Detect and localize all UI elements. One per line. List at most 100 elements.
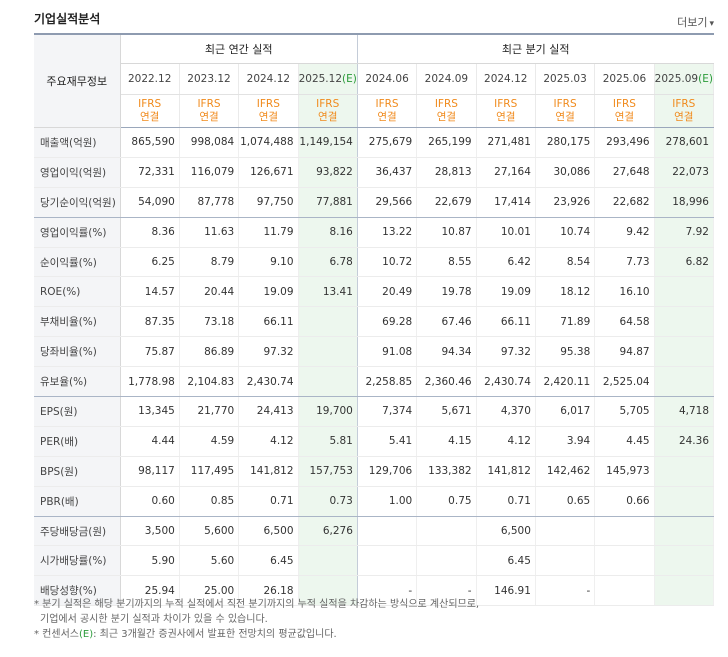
ifrs-label: IFRS [494, 98, 518, 110]
table-cell [416, 545, 477, 577]
table-row: PER(배) 4.44 4.59 4.12 5.81 5.41 4.15 4.12 3.94 4.… [34, 426, 715, 457]
table-row: ROE(%) 14.57 20.44 19.09 13.41 20.49 19.78 19.0… [34, 276, 715, 308]
table-cell: 23,926 [535, 187, 596, 218]
footnote-2-text: : 최근 3개월간 증권사에서 발표한 전망치의 평균값입니다. [93, 629, 337, 640]
table-cell: 145,973 [594, 456, 655, 487]
ifrs-header: IFRS 연결 [654, 94, 715, 128]
table-cell: 4.12 [476, 426, 536, 457]
table-cell: 126,671 [238, 157, 299, 188]
table-cell: 95.38 [535, 336, 596, 368]
ifrs-header: IFRS 연결 [298, 94, 358, 128]
table-cell: 0.85 [179, 486, 240, 517]
period-header: 2025.09(E) [654, 63, 715, 95]
table-cell: 10.74 [535, 217, 596, 248]
table-cell: 24.36 [654, 426, 715, 457]
table-cell: 94.87 [594, 336, 655, 368]
table-cell [594, 516, 655, 547]
table-cell [298, 336, 358, 368]
table-cell: 17,414 [476, 187, 536, 218]
table-cell: 116,079 [179, 157, 240, 188]
more-label: 더보기 [677, 16, 708, 29]
table-cell: 4.15 [416, 426, 477, 457]
ifrs-label: IFRS [197, 98, 221, 110]
table-cell: 6.45 [238, 545, 299, 577]
table-row: 영업이익(억원) 72,331 116,079 126,671 93,822 36,437… [34, 157, 715, 188]
table-cell: - [357, 575, 418, 607]
table-cell: 117,495 [179, 456, 240, 487]
table-cell: 1,149,154 [298, 127, 358, 158]
consolidated-label: 연결 [318, 111, 338, 123]
consolidated-label: 연결 [496, 111, 516, 123]
table-cell: 10.01 [476, 217, 536, 248]
table-cell: 25.94 [120, 575, 180, 607]
table-cell: - [535, 575, 596, 607]
table-cell: 6.25 [120, 247, 180, 278]
table-row: 당기순이익(억원) 54,090 87,778 97,750 77,881 29,566 2… [34, 187, 715, 218]
period-year: 2025.09 [654, 73, 699, 85]
table-cell [654, 575, 715, 607]
table-cell: 8.55 [416, 247, 477, 278]
period-year: 2025.06 [602, 73, 647, 85]
table-cell: 18.12 [535, 276, 596, 308]
table-cell [654, 486, 715, 517]
table-cell: 5,671 [416, 396, 477, 427]
consolidated-label: 연결 [140, 111, 160, 123]
table-cell: 6.82 [654, 247, 715, 278]
ifrs-header: IFRS 연결 [416, 94, 477, 128]
financial-table: 주요재무정보 최근 연간 실적 최근 분기 실적 2022.12 2023.12 2… [34, 33, 715, 607]
table-cell: 0.65 [535, 486, 596, 517]
row-label: 당기순이익(억원) [34, 187, 121, 218]
period-year: 2023.12 [187, 73, 231, 85]
table-cell: 8.79 [179, 247, 240, 278]
table-cell [357, 545, 418, 577]
table-cell: 13.22 [357, 217, 418, 248]
table-cell: 4.12 [238, 426, 299, 457]
table-cell: 133,382 [416, 456, 477, 487]
table-cell: 16.10 [594, 276, 655, 308]
table-cell: 6,276 [298, 516, 358, 547]
table-cell: 275,679 [357, 127, 418, 158]
table-cell: 4.44 [120, 426, 180, 457]
table-cell: 69.28 [357, 306, 418, 338]
quarter-group-header: 최근 분기 실적 [357, 33, 714, 64]
footnote-2-prefix: * 컨센서스 [34, 629, 79, 640]
table-cell: 141,812 [238, 456, 299, 487]
table-cell: 28,813 [416, 157, 477, 188]
table-cell: 14.57 [120, 276, 180, 308]
period-header: 2024.12 [238, 63, 299, 95]
table-cell: 27,648 [594, 157, 655, 188]
table-cell: 6.45 [476, 545, 536, 577]
row-label-header: 주요재무정보 [34, 33, 121, 128]
table-cell: 87.35 [120, 306, 180, 338]
table-cell: 3,500 [120, 516, 180, 547]
table-cell: 27,164 [476, 157, 536, 188]
table-cell: 97.32 [476, 336, 536, 368]
ifrs-label: IFRS [316, 98, 340, 110]
annual-group-header: 최근 연간 실적 [120, 33, 358, 64]
table-cell: 278,601 [654, 127, 715, 158]
ifrs-header: IFRS 연결 [120, 94, 180, 128]
table-cell: 1.00 [357, 486, 418, 517]
table-cell: 98,117 [120, 456, 180, 487]
table-cell: 71.89 [535, 306, 596, 338]
ifrs-label: IFRS [375, 98, 399, 110]
table-cell [535, 516, 596, 547]
row-label: 시가배당률(%) [34, 545, 121, 577]
period-header: 2025.12(E) [298, 63, 358, 95]
row-label: BPS(원) [34, 456, 121, 487]
table-cell: 0.60 [120, 486, 180, 517]
table-cell: 86.89 [179, 336, 240, 368]
table-cell: 6,017 [535, 396, 596, 427]
table-cell: 141,812 [476, 456, 536, 487]
table-cell: 0.71 [476, 486, 536, 517]
more-link[interactable]: 더보기 ▾ [677, 14, 714, 30]
table-cell: 73.18 [179, 306, 240, 338]
table-cell: 0.66 [594, 486, 655, 517]
table-cell: 7,374 [357, 396, 418, 427]
ifrs-header: IFRS 연결 [535, 94, 596, 128]
table-cell: 146.91 [476, 575, 536, 607]
table-cell: 93,822 [298, 157, 358, 188]
period-header: 2024.12 [476, 63, 536, 95]
table-cell: 30,086 [535, 157, 596, 188]
table-cell: 157,753 [298, 456, 358, 487]
